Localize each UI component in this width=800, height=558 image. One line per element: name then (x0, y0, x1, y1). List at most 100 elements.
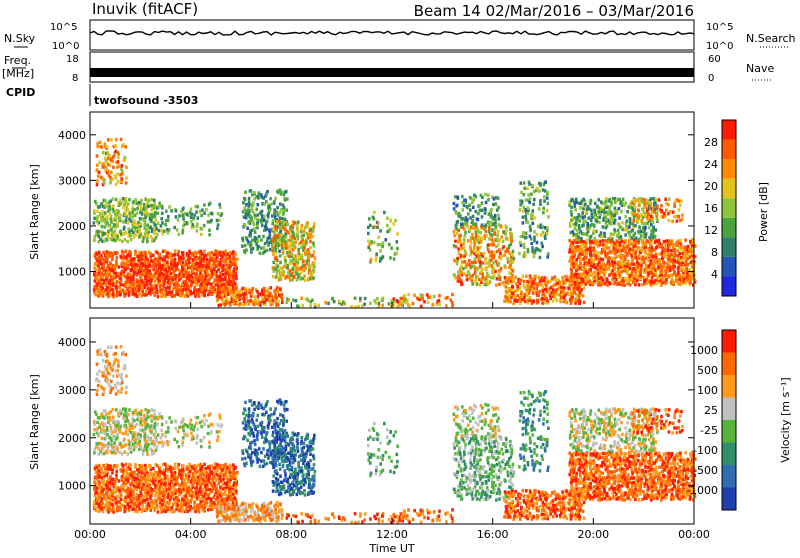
power-cell (522, 221, 525, 224)
colorbar-tick-label: 20 (704, 180, 718, 193)
velocity-cell (109, 468, 112, 471)
power-cell (644, 252, 647, 255)
power-cell (633, 205, 636, 208)
power-cell (532, 209, 535, 212)
power-cell (244, 198, 247, 201)
power-cell (647, 279, 650, 282)
power-cell (219, 251, 222, 254)
power-cell (487, 243, 490, 246)
power-cell (497, 230, 500, 233)
power-cell (569, 222, 572, 225)
power-cell (301, 224, 304, 227)
power-cell (289, 269, 292, 272)
power-cell (672, 211, 675, 214)
power-cell (277, 264, 280, 267)
power-cell (522, 216, 525, 219)
power-cell (541, 225, 544, 228)
power-cell (390, 247, 393, 250)
power-cell (246, 227, 249, 230)
power-cell (674, 248, 677, 251)
power-cell (608, 260, 611, 263)
power-cell (471, 233, 474, 236)
power-cell (451, 293, 454, 296)
velocity-cell (116, 495, 119, 498)
power-cell (251, 207, 254, 210)
power-cell (271, 222, 274, 225)
power-cell (239, 302, 242, 305)
power-cell (138, 228, 141, 231)
power-cell (180, 274, 183, 277)
power-cell (219, 287, 222, 290)
velocity-cell (109, 507, 112, 510)
velocity-cell (140, 497, 143, 500)
power-cell (382, 255, 385, 258)
power-cell (249, 215, 252, 218)
power-cell (295, 299, 298, 302)
power-cell (544, 301, 547, 304)
power-cell (652, 254, 655, 257)
velocity-cell (106, 501, 109, 504)
power-cell (502, 245, 505, 248)
power-cell (241, 244, 244, 247)
power-cell (598, 198, 601, 201)
power-cell (125, 166, 128, 169)
power-cell (664, 198, 667, 201)
power-cell (134, 252, 137, 255)
power-cell (647, 213, 650, 216)
power-cell (638, 283, 641, 286)
power-cell (208, 282, 211, 285)
power-cell (577, 236, 580, 239)
power-cell (100, 262, 103, 265)
power-cell (481, 209, 484, 212)
power-cell (127, 227, 130, 230)
power-cell (280, 221, 283, 224)
power-cell (523, 193, 526, 196)
power-cell (144, 284, 147, 287)
power-cell (221, 212, 224, 215)
power-cell (467, 239, 470, 242)
power-cell (111, 177, 114, 180)
power-cell (219, 303, 222, 306)
power-cell (222, 264, 225, 267)
power-cell (475, 279, 478, 282)
power-cell (520, 235, 523, 238)
power-cell (676, 278, 679, 281)
power-cell (138, 292, 141, 295)
power-cell (114, 272, 117, 275)
power-cell (514, 276, 517, 279)
power-cell (160, 229, 163, 232)
power-cell (584, 275, 587, 278)
power-cell (538, 207, 541, 210)
power-cell (578, 227, 581, 230)
power-cell (638, 230, 641, 233)
power-cell (609, 198, 612, 201)
power-cell (613, 228, 616, 231)
power-cell (256, 302, 259, 305)
power-cell (235, 262, 238, 265)
power-cell (177, 218, 180, 221)
power-cell (547, 215, 550, 218)
power-cell (296, 264, 299, 267)
power-cell (573, 291, 576, 294)
power-cell (619, 263, 622, 266)
power-cell (302, 234, 305, 237)
power-cell (203, 250, 206, 253)
freq-tick-top: 18 (66, 54, 79, 65)
power-cell (388, 243, 391, 246)
power-cell (485, 234, 488, 237)
velocity-cell (111, 503, 114, 506)
power-cell (156, 257, 159, 260)
power-cell (93, 209, 96, 212)
velocity-cell (124, 505, 127, 508)
power-cell (182, 261, 185, 264)
power-cell (466, 278, 469, 281)
power-cell (103, 181, 106, 184)
power-cell (541, 242, 544, 245)
power-cell (312, 254, 315, 257)
power-cell (112, 166, 115, 169)
power-cell (248, 200, 251, 203)
power-cell (312, 242, 315, 245)
power-cell (247, 208, 250, 211)
velocity-cell (131, 471, 134, 474)
power-cell (491, 215, 494, 218)
